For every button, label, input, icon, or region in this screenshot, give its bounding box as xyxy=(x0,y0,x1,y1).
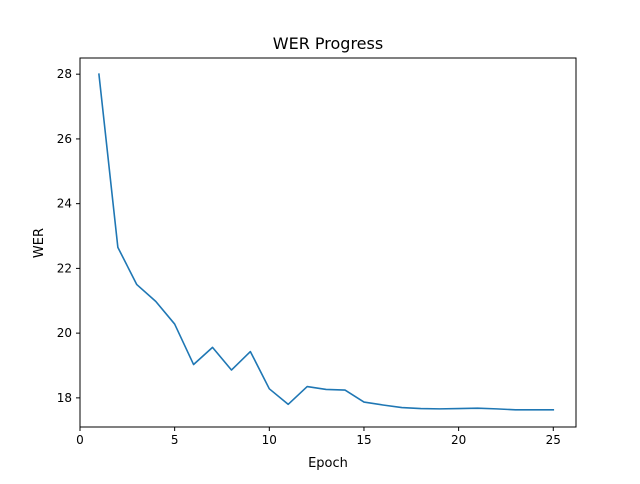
y-tick-label: 20 xyxy=(57,326,72,340)
y-tick-label: 18 xyxy=(57,391,72,405)
y-axis-label: WER xyxy=(32,228,47,258)
y-tick-label: 22 xyxy=(57,261,72,275)
series-layer xyxy=(98,73,555,411)
x-tick-label: 15 xyxy=(356,433,371,447)
x-axis-label: Epoch xyxy=(308,456,348,471)
y-tick-label: 24 xyxy=(57,197,72,211)
x-tick-label: 20 xyxy=(451,433,466,447)
chart-title: WER Progress xyxy=(273,34,383,53)
x-tick-label: 10 xyxy=(262,433,277,447)
series-line-0 xyxy=(98,73,555,411)
x-tick-label: 0 xyxy=(76,433,84,447)
y-axis-ticks: 18 20 22 24 26 28 xyxy=(57,67,80,405)
y-tick-label: 26 xyxy=(57,132,72,146)
x-tick-label: 5 xyxy=(171,433,179,447)
plot-frame xyxy=(79,57,577,428)
y-tick-label: 28 xyxy=(57,67,72,81)
x-axis-ticks: 0 5 10 15 20 25 xyxy=(76,427,561,447)
x-tick-label: 25 xyxy=(546,433,561,447)
